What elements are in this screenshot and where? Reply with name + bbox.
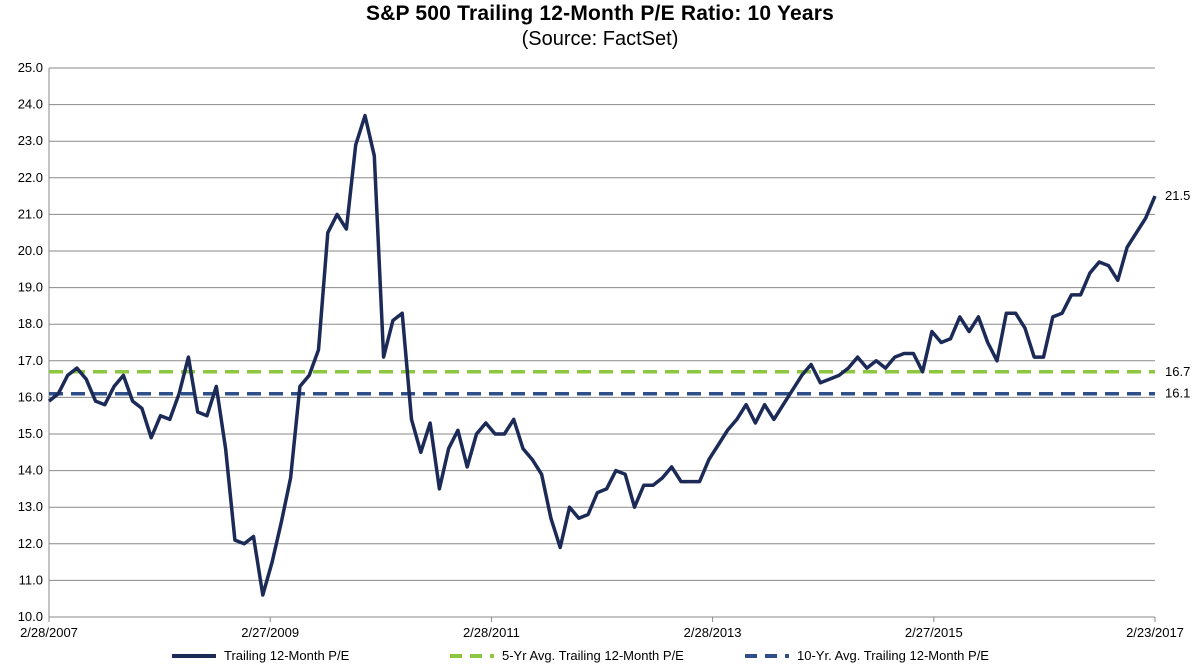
legend-swatch-blue-dashed [745, 653, 789, 658]
x-tick-label: 2/28/2007 [20, 625, 78, 640]
y-tick-label: 22.0 [18, 170, 43, 185]
legend: Trailing 12-Month P/E 5-Yr Avg. Trailing… [0, 648, 1200, 670]
legend-swatch-green-dashed [450, 653, 494, 658]
legend-item-trailing-pe: Trailing 12-Month P/E [172, 648, 349, 663]
x-tick-label: 2/28/2013 [684, 625, 742, 640]
y-tick-label: 20.0 [18, 243, 43, 258]
y-tick-label: 16.0 [18, 389, 43, 404]
y-tick-label: 23.0 [18, 133, 43, 148]
x-axis-ticks: 2/28/2007 2/27/2009 2/28/2011 2/28/2013 2/27… [20, 617, 1184, 640]
chart-subtitle: (Source: FactSet) [521, 28, 679, 50]
y-tick-label: 17.0 [18, 353, 43, 368]
y-tick-label: 21.0 [18, 206, 43, 221]
y-axis-ticks: 10.0 11.0 12.0 13.0 14.0 15.0 16.0 17.0 18.0 19.0… [18, 60, 43, 624]
ten-year-avg-label: 16.1 [1165, 386, 1190, 401]
legend-swatch-solid [172, 653, 216, 658]
y-tick-label: 19.0 [18, 280, 43, 295]
y-tick-label: 18.0 [18, 316, 43, 331]
x-tick-label: 2/27/2015 [905, 625, 963, 640]
end-labels: 16.7 16.1 21.5 [1165, 188, 1190, 401]
y-tick-label: 12.0 [18, 536, 43, 551]
legend-item-10yr-avg: 10-Yr. Avg. Trailing 12-Month P/E [745, 648, 989, 663]
x-tick-label: 2/23/2017 [1126, 625, 1184, 640]
chart-canvas: 10.0 11.0 12.0 13.0 14.0 15.0 16.0 17.0 18.0 19.0… [18, 60, 1191, 640]
trailing-pe-line [47, 113, 1157, 597]
legend-label: 10-Yr. Avg. Trailing 12-Month P/E [797, 648, 989, 663]
last-value-label: 21.5 [1165, 188, 1190, 203]
legend-item-5yr-avg: 5-Yr Avg. Trailing 12-Month P/E [450, 648, 684, 663]
y-tick-label: 25.0 [18, 60, 43, 75]
y-tick-label: 10.0 [18, 609, 43, 624]
pe-series [47, 113, 1157, 597]
y-tick-label: 11.0 [19, 572, 43, 587]
chart-title: S&P 500 Trailing 12-Month P/E Ratio: 10 … [365, 2, 835, 25]
average-lines [49, 370, 1155, 396]
gridlines [48, 67, 1155, 618]
x-tick-label: 2/28/2011 [463, 625, 520, 640]
y-tick-label: 13.0 [18, 499, 43, 514]
y-tick-label: 14.0 [18, 463, 43, 478]
x-tick-label: 2/27/2009 [241, 625, 299, 640]
y-tick-label: 15.0 [18, 426, 43, 441]
y-tick-label: 24.0 [18, 97, 43, 112]
five-year-avg-label: 16.7 [1165, 364, 1190, 379]
legend-label: Trailing 12-Month P/E [224, 648, 350, 663]
legend-label: 5-Yr Avg. Trailing 12-Month P/E [502, 648, 684, 663]
